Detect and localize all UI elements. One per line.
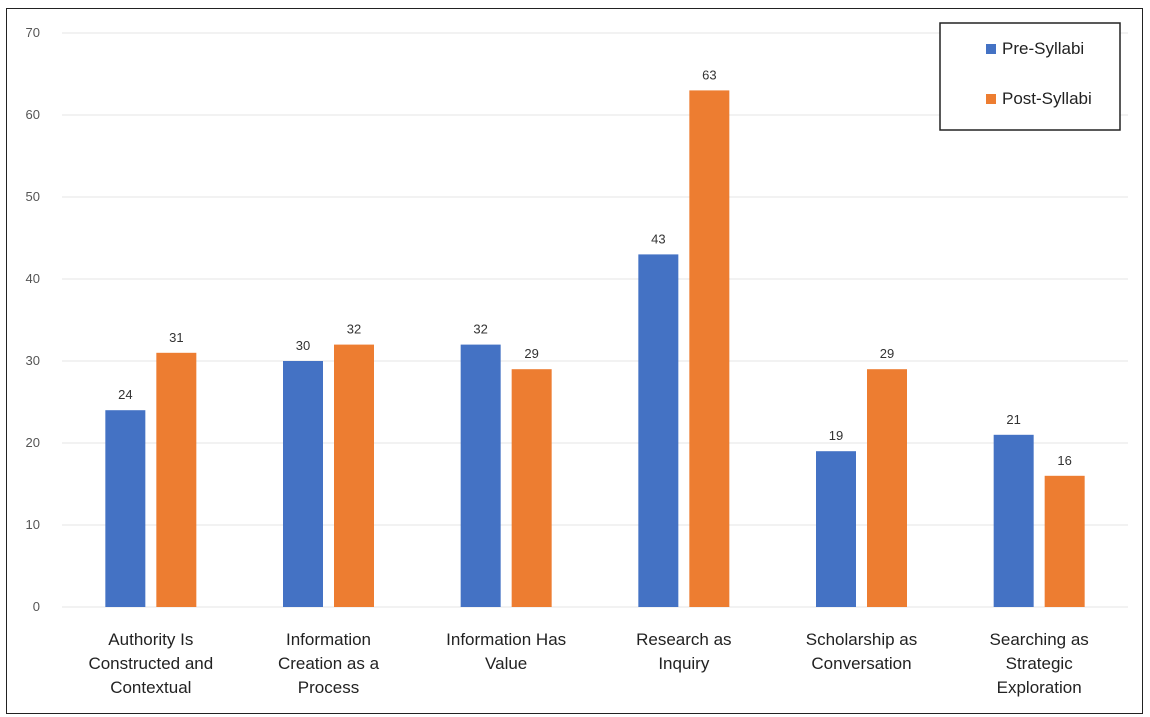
x-category-label-line: Authority Is: [108, 630, 193, 649]
data-label: 31: [169, 330, 183, 345]
y-tick-label: 0: [33, 599, 40, 614]
x-category-label: Information Creation as a Process: [278, 630, 380, 697]
data-label: 43: [651, 231, 665, 246]
legend: Pre-Syllabi Post-Syllabi: [939, 22, 1121, 131]
y-tick-label: 20: [26, 435, 40, 450]
x-category-label: Scholarship as Conversation: [806, 630, 918, 673]
legend-label: Post-Syllabi: [1002, 89, 1092, 108]
data-label: 29: [524, 346, 538, 361]
bar-pre-syllabi: [993, 434, 1034, 607]
data-label: 32: [473, 322, 487, 337]
y-axis: 0 10 20 30 40 50 60 70: [26, 25, 40, 614]
data-label: 30: [296, 338, 310, 353]
x-category-label-line: Conversation: [811, 654, 911, 673]
x-category-label: Research as Inquiry: [636, 630, 731, 673]
x-category-label-line: Information: [286, 630, 371, 649]
bar-pre-syllabi: [105, 410, 146, 607]
x-category-label-line: Process: [298, 678, 359, 697]
legend-swatch: [986, 94, 996, 104]
bar-pre-syllabi: [816, 451, 856, 607]
x-category-label-line: Searching as: [990, 630, 1089, 649]
x-category-label-line: Contextual: [110, 678, 191, 697]
bar-post-syllabi: [156, 352, 197, 607]
x-category-label: Information Has Value: [446, 630, 566, 673]
bar-post-syllabi: [867, 369, 907, 607]
data-label: 29: [880, 346, 894, 361]
x-category-label: Searching as Strategic Exploration: [990, 630, 1089, 697]
x-category-label: Authority Is Constructed and Contextual: [88, 630, 213, 697]
data-label: 63: [702, 67, 716, 82]
bar-post-syllabi: [511, 369, 552, 607]
x-category-label-line: Strategic: [1006, 654, 1074, 673]
y-tick-label: 30: [26, 353, 40, 368]
x-category-label-line: Scholarship as: [806, 630, 918, 649]
bar-pre-syllabi: [283, 361, 323, 607]
y-tick-label: 40: [26, 271, 40, 286]
bar-post-syllabi: [689, 90, 730, 607]
y-tick-label: 70: [26, 25, 40, 40]
x-category-label-line: Research as: [636, 630, 731, 649]
y-tick-label: 10: [26, 517, 40, 532]
data-label: 24: [118, 387, 132, 402]
legend-label: Pre-Syllabi: [1002, 39, 1084, 58]
bar-post-syllabi: [1044, 475, 1085, 607]
x-category-label-line: Information Has: [446, 630, 566, 649]
legend-swatch: [986, 44, 996, 54]
bar-post-syllabi: [334, 344, 374, 607]
x-category-label-line: Constructed and: [88, 654, 213, 673]
x-category-label-line: Creation as a: [278, 654, 380, 673]
bars: 24 31 30 32 32 29 43 63 19 29 21 16: [105, 67, 1085, 607]
data-label: 21: [1006, 412, 1020, 427]
data-label: 16: [1057, 453, 1071, 468]
x-axis: Authority Is Constructed and Contextual Inf…: [88, 630, 1088, 697]
x-category-label-line: Inquiry: [658, 654, 710, 673]
y-tick-label: 50: [26, 189, 40, 204]
data-label: 19: [829, 428, 843, 443]
data-label: 32: [347, 322, 361, 337]
x-category-label-line: Exploration: [997, 678, 1082, 697]
bar-pre-syllabi: [638, 254, 679, 607]
x-category-label-line: Value: [485, 654, 527, 673]
y-tick-label: 60: [26, 107, 40, 122]
bar-pre-syllabi: [460, 344, 501, 607]
legend-box: [939, 22, 1121, 131]
